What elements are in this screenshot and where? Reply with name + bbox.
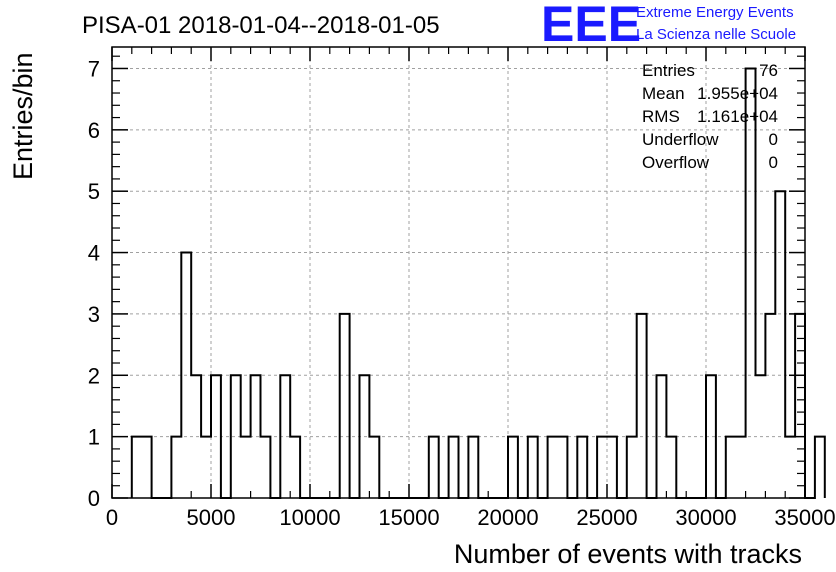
histogram-bin	[815, 437, 825, 498]
histogram-bin	[746, 68, 756, 498]
logo-line-2: La Scienza nelle Scuole	[636, 26, 796, 43]
logo-line-1: Extreme Energy Events	[636, 4, 794, 21]
stats-value: 1.955e+04	[697, 84, 778, 103]
histogram-bin	[468, 437, 478, 498]
x-tick-label: 0	[106, 505, 118, 530]
stats-value: 0	[769, 153, 778, 172]
y-tick-label: 7	[88, 56, 100, 81]
x-tick-label: 25000	[576, 505, 637, 530]
tick-labels: 0 5000 10000 15000 20000 25000 30000 35000 0 1 2 3 4…	[88, 56, 836, 530]
histogram-bin	[775, 191, 785, 498]
x-axis-title: Number of events with tracks	[454, 539, 802, 569]
histogram-bin	[508, 437, 518, 498]
stats-value: 76	[759, 61, 778, 80]
logo-mark: EEE	[541, 0, 641, 52]
stats-value: 0	[769, 130, 778, 149]
stats-label: Mean	[642, 84, 685, 103]
y-tick-label: 3	[88, 302, 100, 327]
histogram-bin	[369, 437, 379, 498]
logo: EEE Extreme Energy Events La Scienza nel…	[541, 0, 796, 52]
stats-label: RMS	[642, 107, 680, 126]
histogram-bin	[785, 437, 795, 498]
x-tick-label: 30000	[675, 505, 736, 530]
histogram-bin	[726, 437, 736, 498]
y-tick-label: 6	[88, 118, 100, 143]
histogram-bin	[637, 314, 647, 498]
x-tick-label: 10000	[279, 505, 340, 530]
x-tick-label: 15000	[378, 505, 439, 530]
plot-title: PISA-01 2018-01-04--2018-01-05	[82, 12, 440, 39]
y-tick-label: 0	[88, 486, 100, 511]
histogram-bin	[340, 314, 350, 498]
y-tick-label: 1	[88, 425, 100, 450]
y-tick-label: 2	[88, 363, 100, 388]
histogram-bin	[171, 437, 181, 498]
histogram-bin	[290, 437, 300, 498]
histogram-bin	[577, 437, 587, 498]
histogram-outline	[130, 67, 826, 499]
histogram-bin	[558, 437, 568, 498]
y-axis-title: Entries/bin	[8, 52, 38, 180]
x-tick-label: 20000	[477, 505, 538, 530]
stats-label: Underflow	[642, 130, 719, 149]
histogram-bin	[736, 437, 746, 498]
axis-ticks	[111, 47, 806, 499]
histogram-bin	[597, 437, 607, 498]
x-tick-label: 5000	[187, 505, 236, 530]
histogram-bin	[528, 437, 538, 498]
histogram-bin	[795, 314, 805, 498]
histogram-bin	[607, 437, 617, 498]
histogram-bin	[132, 437, 142, 498]
y-tick-label: 5	[88, 179, 100, 204]
grid	[112, 47, 805, 498]
histogram-bin	[142, 437, 152, 498]
histogram-bin	[449, 437, 459, 498]
histogram-bin	[666, 437, 676, 498]
y-tick-label: 4	[88, 241, 100, 266]
stats-box: Entries 76 Mean 1.955e+04 RMS 1.161e+04 Underf…	[642, 61, 778, 172]
plot-frame	[111, 46, 806, 499]
stats-label: Entries	[642, 61, 695, 80]
stats-label: Overflow	[642, 153, 710, 172]
histogram-bin	[765, 314, 775, 498]
x-tick-label: 35000	[774, 505, 835, 530]
stats-value: 1.161e+04	[697, 107, 778, 126]
histogram-bin	[429, 437, 439, 498]
histogram-bin	[548, 437, 558, 498]
histogram-bin	[241, 437, 251, 498]
histogram-bin	[201, 437, 211, 498]
histogram-bin	[261, 437, 271, 498]
histogram-bin	[627, 437, 637, 498]
